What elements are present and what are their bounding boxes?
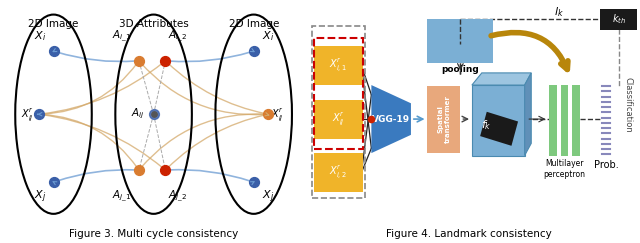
Text: $X_{ij}^r$: $X_{ij}^r$ [271, 106, 284, 122]
Text: Figure 4. Landmark consistency: Figure 4. Landmark consistency [386, 229, 552, 240]
FancyArrowPatch shape [168, 170, 251, 181]
Text: VGG-19: VGG-19 [372, 114, 410, 124]
Point [148, 112, 159, 116]
FancyBboxPatch shape [428, 19, 493, 63]
Text: pooling: pooling [442, 65, 479, 74]
Text: $X_{i,1}^r$: $X_{i,1}^r$ [330, 57, 348, 74]
FancyArrowPatch shape [42, 114, 138, 168]
FancyArrowPatch shape [141, 114, 266, 168]
Text: Spatial
transformer: Spatial transformer [437, 95, 451, 143]
FancyArrowPatch shape [42, 63, 137, 114]
Text: Multilayer
perceptron: Multilayer perceptron [543, 159, 585, 179]
FancyBboxPatch shape [472, 85, 525, 156]
Text: $l_k$: $l_k$ [554, 5, 564, 19]
Point [148, 112, 159, 116]
Text: $A_{i\_2}$: $A_{i\_2}$ [168, 29, 187, 44]
Text: 3D Attributes: 3D Attributes [119, 19, 188, 29]
Polygon shape [525, 73, 531, 156]
FancyArrowPatch shape [42, 114, 163, 168]
FancyBboxPatch shape [572, 85, 580, 156]
Text: Figure 3. Multi cycle consistency: Figure 3. Multi cycle consistency [69, 229, 238, 240]
Text: $X_{ij}^r$: $X_{ij}^r$ [332, 111, 345, 127]
Text: 2D Image: 2D Image [28, 19, 79, 29]
FancyArrowPatch shape [168, 52, 251, 62]
Polygon shape [480, 112, 518, 146]
FancyArrowPatch shape [42, 62, 163, 114]
Text: $A_{i\_1}$: $A_{i\_1}$ [111, 29, 131, 44]
FancyArrowPatch shape [491, 33, 568, 69]
FancyArrowPatch shape [56, 170, 136, 181]
Text: $f_k$: $f_k$ [481, 118, 492, 132]
FancyBboxPatch shape [428, 86, 460, 153]
FancyBboxPatch shape [561, 85, 568, 156]
Text: Classification: Classification [624, 77, 633, 132]
Point [49, 49, 59, 53]
FancyBboxPatch shape [314, 100, 363, 139]
FancyArrowPatch shape [56, 52, 136, 61]
Point [248, 49, 259, 53]
Text: 2D Image: 2D Image [228, 19, 279, 29]
Text: $k_{th}$: $k_{th}$ [611, 13, 626, 26]
Text: $A_{j\_1}$: $A_{j\_1}$ [111, 189, 131, 204]
Point [366, 117, 376, 121]
FancyBboxPatch shape [314, 153, 363, 192]
Text: $X_j$: $X_j$ [34, 189, 46, 205]
Point [134, 59, 144, 63]
FancyArrowPatch shape [168, 63, 266, 114]
Point [160, 59, 170, 63]
FancyBboxPatch shape [314, 46, 363, 85]
Text: $X_{i,2}^r$: $X_{i,2}^r$ [330, 164, 348, 181]
Point [263, 112, 273, 116]
Text: $X_i$: $X_i$ [262, 30, 275, 43]
Text: $X_j$: $X_j$ [262, 189, 275, 205]
Text: $X_{ij}^r$: $X_{ij}^r$ [20, 106, 33, 122]
Point [49, 180, 59, 184]
Point [134, 168, 144, 172]
FancyArrowPatch shape [141, 63, 266, 115]
FancyArrowPatch shape [167, 115, 266, 168]
FancyBboxPatch shape [600, 9, 637, 30]
Polygon shape [371, 85, 411, 153]
Point [248, 180, 259, 184]
FancyBboxPatch shape [549, 85, 557, 156]
Text: $A_{ij}$: $A_{ij}$ [131, 107, 144, 122]
Text: $A_{j\_2}$: $A_{j\_2}$ [168, 189, 187, 204]
Text: Prob.: Prob. [594, 160, 618, 170]
Point [160, 168, 170, 172]
Point [34, 112, 44, 116]
Polygon shape [472, 73, 531, 85]
Text: $X_i$: $X_i$ [34, 30, 46, 43]
